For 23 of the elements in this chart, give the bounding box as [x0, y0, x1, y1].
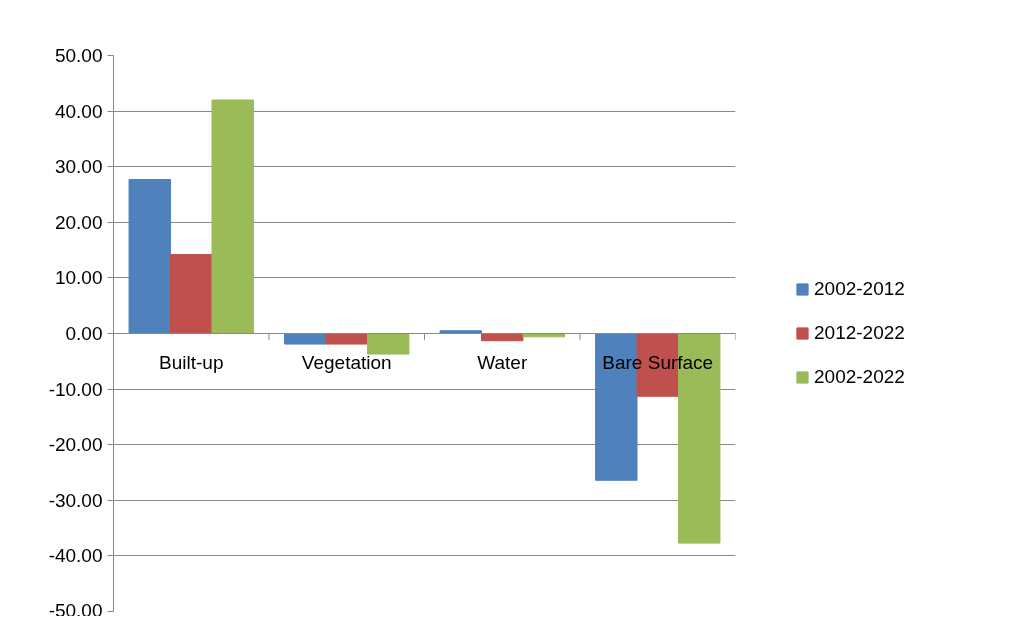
y-tick-label: 20.00: [54, 211, 103, 233]
bar: [366, 333, 410, 355]
y-tick-label: -50.00: [48, 599, 103, 621]
y-tick-label: -20.00: [48, 434, 103, 456]
legend-label: 2002-2012: [814, 278, 905, 300]
y-tick-label: -30.00: [48, 489, 103, 511]
x-tick-label: Vegetation: [301, 351, 392, 373]
legend-label: 2012-2022: [814, 322, 905, 344]
bar: [170, 254, 213, 334]
y-tick-label: 50.00: [54, 45, 103, 66]
bar: [211, 99, 254, 334]
y-tick-label: -10.00: [48, 378, 103, 400]
y-tick-label: 0.00: [65, 323, 103, 344]
y-tick-label: 10.00: [54, 267, 103, 289]
y-tick-label: 30.00: [54, 156, 103, 178]
bar: [325, 333, 368, 345]
x-tick-label: Built-up: [159, 351, 224, 373]
x-tick-label: Water: [477, 351, 528, 373]
y-tick-label: 40.00: [54, 100, 103, 122]
bar: [284, 333, 327, 345]
bar: [128, 178, 172, 334]
y-tick-label: -40.00: [48, 545, 103, 567]
legend-label: 2002-2022: [814, 366, 905, 388]
